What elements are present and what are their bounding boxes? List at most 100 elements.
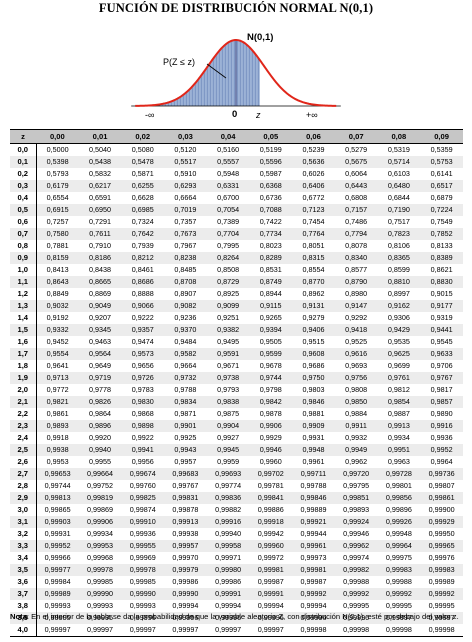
col-header: 0,08	[378, 130, 421, 144]
row-header: 1,4	[10, 312, 36, 324]
table-cell: 0,99938	[164, 528, 207, 540]
table-cell: 0,99960	[249, 540, 292, 552]
table-cell: 0,9838	[207, 396, 250, 408]
table-cell: 0,9846	[292, 396, 335, 408]
table-cell: 0,9960	[249, 456, 292, 468]
table-cell: 0,8413	[36, 264, 79, 276]
table-cell: 0,9864	[79, 408, 122, 420]
table-cell: 0,5871	[121, 168, 164, 180]
table-cell: 0,9956	[121, 456, 164, 468]
table-cell: 0,99916	[207, 516, 250, 528]
row-header: 2,1	[10, 396, 36, 408]
table-cell: 0,9931	[292, 432, 335, 444]
table-cell: 0,9357	[121, 324, 164, 336]
table-cell: 0,8554	[292, 264, 335, 276]
table-cell: 0,8770	[292, 276, 335, 288]
table-cell: 0,99988	[378, 576, 421, 588]
table-cell: 0,9927	[207, 432, 250, 444]
row-header: 4,0	[10, 624, 36, 637]
table-cell: 0,99736	[420, 468, 463, 480]
row-header: 2,8	[10, 480, 36, 492]
table-cell: 0,99936	[121, 528, 164, 540]
table-row: 0,4 0,6554 0,6591 0,6628 0,6664 0,6700 0,6736 0…	[10, 192, 463, 204]
table-cell: 0,9959	[207, 456, 250, 468]
table-cell: 0,99813	[36, 492, 79, 504]
table-cell: 0,6591	[79, 192, 122, 204]
table-row: 2,0 0,9772 0,9778 0,9783 0,9788 0,9793 0,9798 0…	[10, 384, 463, 396]
table-cell: 0,7642	[121, 228, 164, 240]
table-cell: 0,9441	[420, 324, 463, 336]
table-cell: 0,99992	[378, 588, 421, 600]
table-cell: 0,99953	[79, 540, 122, 552]
table-cell: 0,8907	[164, 288, 207, 300]
row-header: 0,0	[10, 144, 36, 157]
table-cell: 0,99964	[378, 540, 421, 552]
table-cell: 0,9963	[378, 456, 421, 468]
table-cell: 0,9641	[36, 360, 79, 372]
row-header: 2,5	[10, 444, 36, 456]
table-cell: 0,99944	[292, 528, 335, 540]
table-cell: 0,9850	[335, 396, 378, 408]
table-row: 1,7 0,9554 0,9564 0,9573 0,9582 0,9591 0,9599 0…	[10, 348, 463, 360]
table-cell: 0,6950	[79, 204, 122, 216]
table-cell: 0,5910	[164, 168, 207, 180]
table-cell: 0,9826	[79, 396, 122, 408]
table-cell: 0,9382	[207, 324, 250, 336]
table-cell: 0,8186	[79, 252, 122, 264]
table-cell: 0,5793	[36, 168, 79, 180]
table-row: 0,8 0,7881 0,7910 0,7939 0,7967 0,7995 0,8023 0…	[10, 240, 463, 252]
z-table: z 0,00 0,01 0,02 0,03 0,04 0,05 0,06 0,0…	[10, 129, 463, 637]
table-cell: 0,9115	[249, 300, 292, 312]
table-cell: 0,9147	[335, 300, 378, 312]
table-cell: 0,99984	[36, 576, 79, 588]
table-cell: 0,9706	[420, 360, 463, 372]
table-cell: 0,6026	[292, 168, 335, 180]
table-row: 2,4 0,9918 0,9920 0,9922 0,9925 0,9927 0,9929 0…	[10, 432, 463, 444]
table-cell: 0,9463	[79, 336, 122, 348]
table-cell: 0,9222	[121, 312, 164, 324]
table-row: 0,6 0,7257 0,7291 0,7324 0,7357 0,7389 0,7422 0…	[10, 216, 463, 228]
table-cell: 0,6736	[249, 192, 292, 204]
table-cell: 0,5714	[378, 156, 421, 168]
table-row: 0,2 0,5793 0,5832 0,5871 0,5910 0,5948 0,5987 0…	[10, 168, 463, 180]
table-cell: 0,9890	[420, 408, 463, 420]
table-cell: 0,99965	[420, 540, 463, 552]
col-header: 0,00	[36, 130, 79, 144]
table-cell: 0,9896	[79, 420, 122, 432]
table-cell: 0,9292	[335, 312, 378, 324]
row-header: 0,1	[10, 156, 36, 168]
table-cell: 0,8749	[249, 276, 292, 288]
table-cell: 0,9778	[79, 384, 122, 396]
table-cell: 0,99979	[164, 564, 207, 576]
table-cell: 0,99683	[164, 468, 207, 480]
col-header: 0,07	[335, 130, 378, 144]
table-cell: 0,9929	[249, 432, 292, 444]
table-cell: 0,5000	[36, 144, 79, 157]
table-cell: 0,8869	[79, 288, 122, 300]
table-cell: 0,99906	[79, 516, 122, 528]
table-cell: 0,99980	[207, 564, 250, 576]
table-cell: 0,99997	[36, 624, 79, 637]
table-cell: 0,8264	[207, 252, 250, 264]
table-cell: 0,99910	[121, 516, 164, 528]
table-cell: 0,9821	[36, 396, 79, 408]
table-cell: 0,9955	[79, 456, 122, 468]
row-header: 1,5	[10, 324, 36, 336]
table-cell: 0,99978	[121, 564, 164, 576]
table-cell: 0,5596	[249, 156, 292, 168]
table-row: 1,4 0,9192 0,9207 0,9222 0,9236 0,9251 0,9265 0…	[10, 312, 463, 324]
col-header: 0,03	[164, 130, 207, 144]
table-cell: 0,9756	[335, 372, 378, 384]
table-cell: 0,7357	[164, 216, 207, 228]
table-cell: 0,9925	[164, 432, 207, 444]
table-cell: 0,9162	[378, 300, 421, 312]
footnote: Nota: En el interior de la tabla se da l…	[10, 611, 462, 623]
table-row: 4,0 0,99997 0,99997 0,99997 0,99997 0,99997 0,…	[10, 624, 463, 637]
table-cell: 0,5948	[207, 168, 250, 180]
table-cell: 0,8365	[378, 252, 421, 264]
table-cell: 0,7257	[36, 216, 79, 228]
table-cell: 0,99948	[378, 528, 421, 540]
table-cell: 0,9934	[378, 432, 421, 444]
table-cell: 0,99992	[292, 588, 335, 600]
table-cell: 0,9535	[378, 336, 421, 348]
